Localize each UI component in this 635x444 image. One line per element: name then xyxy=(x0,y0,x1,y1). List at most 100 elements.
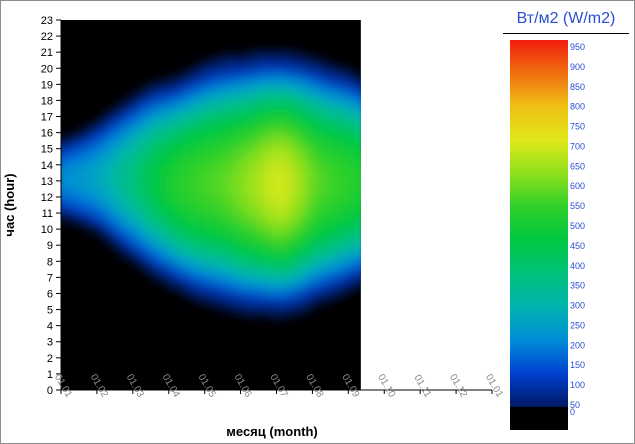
heatmap-cell xyxy=(255,265,261,270)
heatmap-cell xyxy=(139,168,145,174)
y-tick-label: 11 xyxy=(42,208,53,220)
heatmap-cell xyxy=(197,245,203,250)
heatmap-cell xyxy=(300,152,306,158)
heatmap-cell xyxy=(327,164,333,170)
heatmap-cell xyxy=(224,301,230,307)
heatmap-cell xyxy=(354,76,360,81)
heatmap-cell xyxy=(323,164,329,170)
heatmap-cell xyxy=(354,200,360,206)
y-tick-label: 3 xyxy=(47,337,53,349)
heatmap-cell xyxy=(80,144,86,150)
heatmap-cell xyxy=(85,180,91,186)
heatmap-cell xyxy=(134,124,140,130)
heatmap-cell xyxy=(197,273,203,278)
heatmap-cell xyxy=(269,140,275,146)
heatmap-cell xyxy=(327,96,333,102)
heatmap-cell xyxy=(210,152,217,158)
heatmap-cell xyxy=(336,164,342,170)
heatmap-cell xyxy=(323,188,329,194)
heatmap-cell xyxy=(282,192,288,198)
heatmap-cell xyxy=(237,92,243,98)
heatmap-cell xyxy=(287,124,293,130)
heatmap-cell xyxy=(354,180,360,186)
heatmap-cell xyxy=(269,205,275,210)
heatmap-cell xyxy=(219,253,226,258)
heatmap-cell xyxy=(219,100,226,106)
heatmap-cell xyxy=(215,92,221,98)
heatmap-cell xyxy=(242,225,248,230)
heatmap-cell xyxy=(206,76,212,81)
heatmap-cell xyxy=(166,156,172,162)
heatmap-cell xyxy=(314,265,320,270)
heatmap-cell xyxy=(260,140,266,146)
heatmap-cell xyxy=(166,164,172,170)
heatmap-cell xyxy=(237,124,243,130)
heatmap-cell xyxy=(125,180,131,186)
heatmap-cell xyxy=(309,112,315,118)
heatmap-cell xyxy=(332,229,338,234)
heatmap-cell xyxy=(291,156,297,162)
heatmap-cell xyxy=(260,225,266,230)
heatmap-cell xyxy=(233,88,239,93)
heatmap-cell xyxy=(192,108,199,114)
heatmap-cell xyxy=(107,164,113,170)
heatmap-cell xyxy=(228,76,234,81)
heatmap-cell xyxy=(318,144,324,150)
heatmap-cell xyxy=(291,196,297,202)
heatmap-cell xyxy=(148,168,154,174)
heatmap-cell xyxy=(188,120,194,126)
heatmap-cell xyxy=(332,104,338,110)
heatmap-cell xyxy=(188,233,194,238)
heatmap-cell xyxy=(201,120,208,126)
heatmap-cell xyxy=(255,108,261,114)
heatmap-cell xyxy=(170,192,176,198)
heatmap-cell xyxy=(121,176,127,182)
heatmap-cell xyxy=(273,100,279,106)
heatmap-cell xyxy=(350,172,356,178)
heatmap-cell xyxy=(260,156,266,162)
heatmap-cell xyxy=(242,305,248,311)
heatmap-cell xyxy=(233,217,239,222)
heatmap-cell xyxy=(179,88,185,93)
heatmap-cell xyxy=(332,200,338,206)
heatmap-cell xyxy=(54,165,59,170)
heatmap-cell xyxy=(143,184,149,190)
heatmap-cell xyxy=(98,176,104,182)
heatmap-cell xyxy=(314,184,320,190)
heatmap-cell xyxy=(314,253,320,258)
heatmap-cell xyxy=(251,64,257,69)
heatmap-cell xyxy=(166,92,172,98)
heatmap-cell xyxy=(327,225,333,230)
heatmap-cell xyxy=(219,64,226,69)
heatmap-cell xyxy=(345,96,351,102)
heatmap-cell xyxy=(166,128,172,134)
heatmap-cell xyxy=(210,196,217,202)
heatmap-cell xyxy=(170,144,176,150)
heatmap-cell xyxy=(264,140,270,146)
heatmap-cell xyxy=(237,72,243,77)
heatmap-cell xyxy=(107,152,113,158)
heatmap-cell xyxy=(260,245,266,250)
heatmap-cell xyxy=(166,112,172,118)
heatmap-cell xyxy=(273,148,279,154)
heatmap-cell xyxy=(197,176,203,182)
heatmap-cell xyxy=(161,269,167,274)
heatmap-cell xyxy=(179,144,185,150)
heatmap-cell xyxy=(67,172,73,178)
heatmap-cell xyxy=(228,56,234,61)
heatmap-cell xyxy=(327,168,333,174)
heatmap-cell xyxy=(206,253,212,258)
heatmap-cell xyxy=(246,88,252,93)
heatmap-cell xyxy=(305,229,311,234)
heatmap-cell xyxy=(354,277,360,283)
heatmap-cell xyxy=(341,192,347,198)
heatmap-cell xyxy=(345,164,351,170)
heatmap-cell xyxy=(210,277,217,283)
heatmap-cell xyxy=(143,265,149,270)
heatmap-cell xyxy=(345,188,351,194)
heatmap-cell xyxy=(282,92,288,98)
heatmap-cell xyxy=(157,269,163,274)
heatmap-cell xyxy=(282,281,288,287)
heatmap-cell xyxy=(260,160,266,166)
